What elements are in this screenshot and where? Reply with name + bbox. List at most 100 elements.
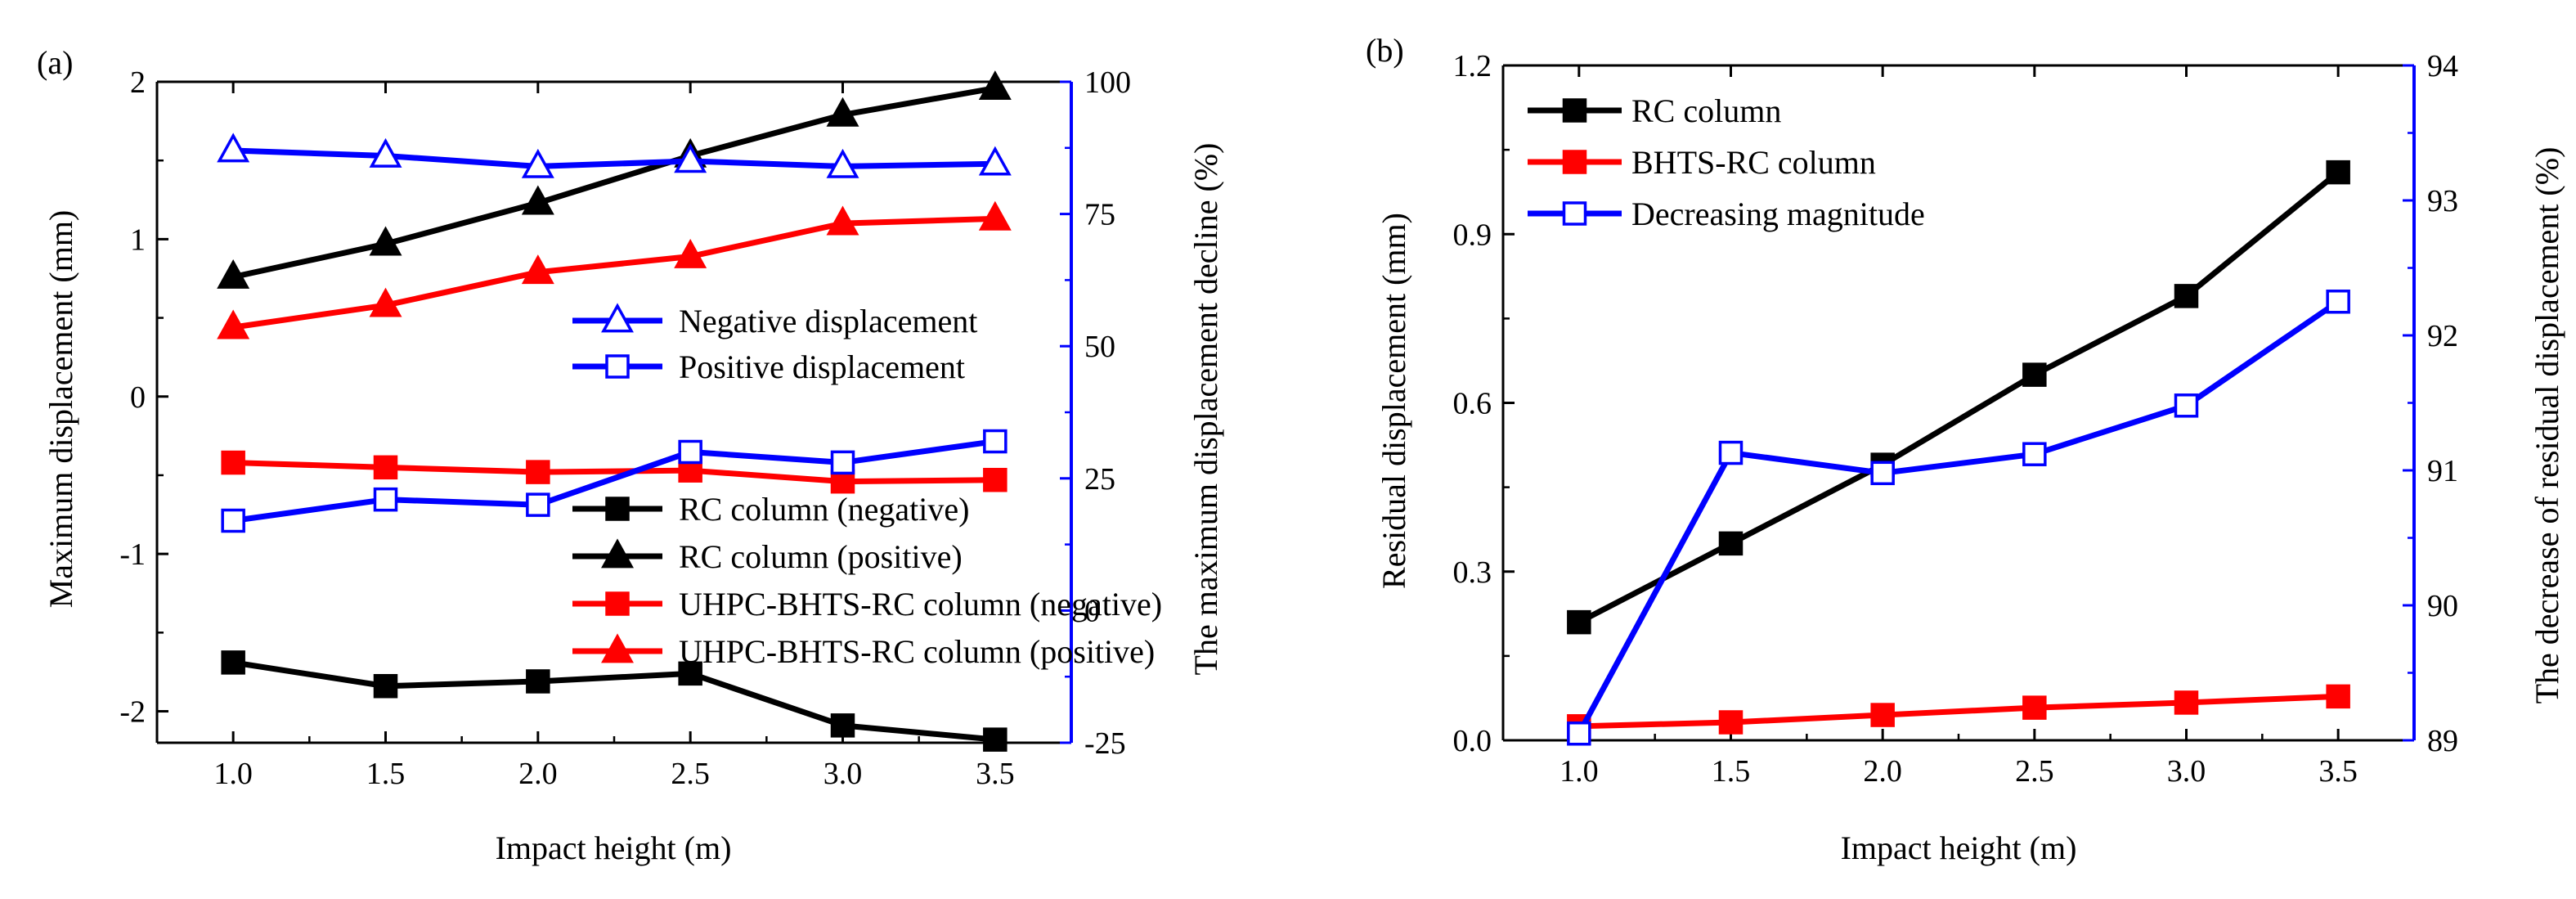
y2-tick-label: 92 bbox=[2427, 319, 2458, 353]
legend-label: UHPC-BHTS-RC column (negative) bbox=[679, 586, 1162, 623]
y-tick-label: 1 bbox=[130, 223, 146, 257]
data-point bbox=[2174, 393, 2199, 418]
data-point bbox=[373, 673, 398, 699]
legend-marker bbox=[1562, 98, 1587, 123]
data-point bbox=[369, 226, 402, 256]
data-point bbox=[1718, 440, 1744, 465]
data-point bbox=[978, 200, 1012, 231]
panel-label-b: (b) bbox=[1366, 32, 1404, 69]
panel-b: (b) Impact height (m) Residual displacem… bbox=[1366, 32, 2565, 866]
y2-tick-label: 90 bbox=[2427, 589, 2458, 623]
data-point bbox=[978, 70, 1012, 101]
x-tick-label: 2.0 bbox=[518, 757, 558, 791]
legend-marker bbox=[601, 538, 634, 569]
data-point bbox=[678, 439, 702, 465]
data-point bbox=[217, 133, 250, 163]
legend-label: Negative displacement bbox=[679, 303, 977, 339]
y-tick-label: 2 bbox=[130, 65, 146, 100]
x-tick-label: 1.5 bbox=[366, 757, 406, 791]
data-point bbox=[521, 254, 554, 285]
legend-marker bbox=[1562, 201, 1587, 226]
legend-label: Decreasing magnitude bbox=[1631, 196, 1925, 232]
y-tick-label: 0.0 bbox=[1453, 724, 1492, 758]
y2-tick-label: 100 bbox=[1084, 65, 1131, 100]
y-tick-label: 0.9 bbox=[1453, 218, 1492, 252]
series-line bbox=[232, 85, 996, 280]
legend-marker bbox=[605, 591, 630, 616]
y2-tick-label: 75 bbox=[1084, 198, 1115, 232]
y2-tick-label: 91 bbox=[2427, 454, 2458, 488]
legend-marker bbox=[605, 497, 630, 521]
data-point bbox=[1870, 461, 1895, 486]
y2-tick-label: 89 bbox=[2427, 724, 2458, 758]
series-line bbox=[233, 460, 995, 485]
y2-axis-title-b: The decrease of residual displacement (%… bbox=[2529, 147, 2565, 704]
series-line bbox=[232, 438, 996, 524]
data-point bbox=[674, 143, 707, 173]
y-axis-title-a: Maximum displacement (mm) bbox=[43, 210, 79, 609]
x-tick-label: 3.0 bbox=[824, 757, 863, 791]
data-point bbox=[369, 137, 402, 168]
y2-tick-label: -25 bbox=[1084, 726, 1126, 761]
legend-label: RC column (positive) bbox=[679, 538, 963, 575]
legend-marker bbox=[601, 633, 634, 663]
data-point bbox=[674, 238, 707, 268]
data-point bbox=[983, 467, 1008, 492]
data-point bbox=[526, 492, 550, 517]
legend-label: RC column bbox=[1631, 92, 1781, 129]
y-axis-title-b: Residual displacement (mm) bbox=[1376, 213, 1412, 589]
data-point bbox=[526, 460, 550, 484]
legend-label: Positive displacement bbox=[679, 348, 965, 385]
x-tick-label: 2.5 bbox=[671, 757, 710, 791]
data-point bbox=[1870, 703, 1895, 727]
data-point bbox=[2022, 442, 2047, 466]
data-point bbox=[830, 450, 855, 475]
data-point bbox=[217, 258, 250, 289]
series-line bbox=[232, 215, 995, 330]
legend-label: RC column (negative) bbox=[679, 491, 969, 528]
legend-marker bbox=[601, 303, 634, 333]
x-tick-label: 1.0 bbox=[1560, 754, 1599, 789]
y-tick-label: -1 bbox=[119, 537, 146, 572]
legend-label: BHTS-RC column bbox=[1631, 144, 1876, 181]
data-point bbox=[221, 650, 245, 675]
y-tick-label: 0.3 bbox=[1453, 555, 1492, 590]
data-point bbox=[830, 713, 855, 738]
x-tick-label: 3.0 bbox=[2167, 754, 2206, 789]
series-line bbox=[1578, 693, 2339, 730]
data-point bbox=[369, 287, 402, 317]
y-tick-label: -2 bbox=[119, 695, 146, 730]
x-tick-label: 3.5 bbox=[976, 757, 1015, 791]
data-point bbox=[983, 727, 1008, 752]
x-axis-title-a: Impact height (m) bbox=[496, 829, 732, 866]
data-point bbox=[983, 429, 1008, 454]
data-point bbox=[521, 185, 554, 215]
legend-marker bbox=[605, 354, 630, 379]
data-point bbox=[2326, 684, 2350, 709]
y2-tick-label: 93 bbox=[2427, 184, 2458, 218]
data-point bbox=[2022, 362, 2047, 387]
panel-a: (a) Impact height (m) Maximum displaceme… bbox=[37, 44, 1224, 866]
y-tick-label: 0.6 bbox=[1453, 387, 1492, 421]
data-point bbox=[2174, 284, 2199, 308]
data-point bbox=[217, 309, 250, 339]
x-tick-label: 2.5 bbox=[2015, 754, 2054, 789]
x-tick-label: 2.0 bbox=[1863, 754, 1902, 789]
y-tick-label: 0 bbox=[130, 380, 146, 415]
data-point bbox=[521, 148, 554, 178]
data-point bbox=[2326, 160, 2350, 185]
data-point bbox=[826, 148, 859, 178]
data-point bbox=[1718, 710, 1744, 735]
x-tick-label: 3.5 bbox=[2318, 754, 2358, 789]
data-point bbox=[1718, 531, 1744, 556]
series-line bbox=[233, 147, 995, 169]
y2-tick-label: 0 bbox=[1084, 594, 1100, 628]
y2-axis-title-a: The maximum displacement decline (%) bbox=[1187, 143, 1224, 676]
data-point bbox=[2174, 690, 2199, 715]
series-line bbox=[1577, 169, 2340, 625]
legend-marker bbox=[1562, 150, 1587, 174]
series-line bbox=[1576, 299, 2340, 735]
series-line bbox=[232, 659, 996, 743]
y-tick-label: 1.2 bbox=[1453, 49, 1492, 83]
